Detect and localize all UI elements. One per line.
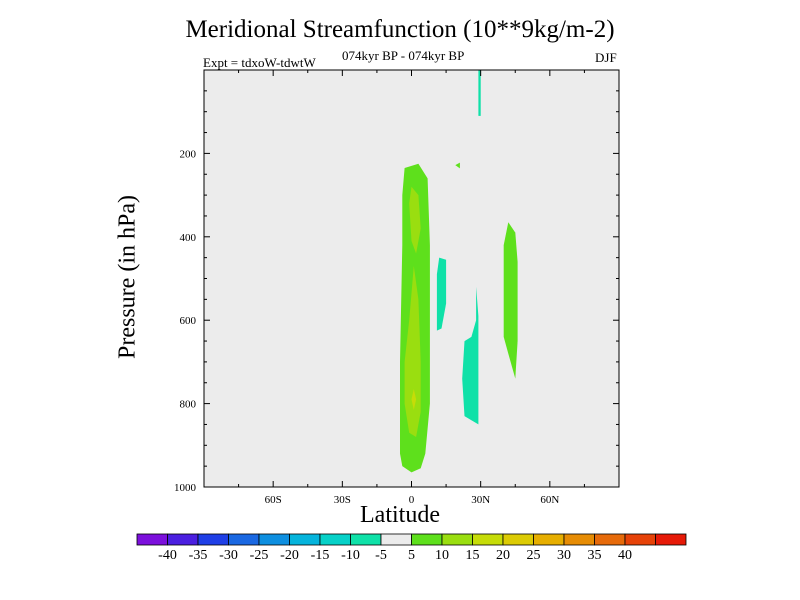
colorbar-swatch xyxy=(624,533,656,546)
period-label: 074kyr BP - 074kyr BP xyxy=(342,48,465,63)
colorbar-label: -35 xyxy=(189,548,208,563)
colorbar-swatch xyxy=(136,533,168,546)
colorbar-swatch xyxy=(594,533,626,546)
colorbar-swatch xyxy=(502,533,534,546)
contour-region-negative-cell-a xyxy=(436,257,447,331)
x-tick-label: 60N xyxy=(540,494,559,506)
colorbar-label: -30 xyxy=(219,548,238,563)
colorbar-label: -15 xyxy=(311,548,330,563)
colorbar-swatch xyxy=(167,533,199,546)
colorbar-swatch xyxy=(289,533,321,546)
x-tick-label: 30N xyxy=(471,494,490,506)
colorbar-swatch xyxy=(350,533,382,546)
colorbar-label: 5 xyxy=(408,548,415,563)
x-tick-label: 60S xyxy=(265,494,282,506)
x-axis-label: Latitude xyxy=(360,502,440,528)
y-tick-label: 200 xyxy=(180,148,197,160)
axis-ticks: 60S 30S 0 30N 60N 200 400 600 800 1000 xyxy=(174,70,620,506)
experiment-label: Expt = tdxoW-tdwtW xyxy=(203,55,316,70)
colorbar-label: 40 xyxy=(618,548,632,563)
contour-region-positive-cell-north xyxy=(503,222,518,379)
colorbar-label: 15 xyxy=(466,548,480,563)
colorbar-label: -10 xyxy=(341,548,360,563)
colorbar-label: -20 xyxy=(280,548,299,563)
colorbar-swatch xyxy=(533,533,565,546)
chart-title: Meridional Streamfunction (10**9kg/m-2) xyxy=(185,16,615,43)
colorbar-swatch xyxy=(380,533,412,546)
colorbar-label: 10 xyxy=(435,548,449,563)
contour-region-inner-positive-lower xyxy=(404,266,421,437)
colorbar-label: 35 xyxy=(588,548,602,563)
y-tick-label: 800 xyxy=(180,399,197,411)
colorbar-swatch xyxy=(411,533,443,546)
colorbar-swatch xyxy=(655,533,687,546)
x-tick-label: 0 xyxy=(409,494,415,506)
season-label: DJF xyxy=(595,50,617,65)
colorbar-swatch xyxy=(319,533,351,546)
colorbar-label: -25 xyxy=(250,548,269,563)
colorbar-swatch xyxy=(563,533,595,546)
colorbar-swatch xyxy=(228,533,260,546)
contour-region-inner-positive-upper xyxy=(409,186,421,254)
y-tick-label: 1000 xyxy=(174,482,197,494)
colorbar-label: 30 xyxy=(557,548,571,563)
colorbar-label: -40 xyxy=(158,548,177,563)
colorbar-swatch xyxy=(472,533,504,546)
colorbar-swatch xyxy=(197,533,229,546)
contour-region-small-positive-spot xyxy=(455,162,460,169)
colorbar-label: -5 xyxy=(375,548,387,563)
x-tick-label: 30S xyxy=(334,494,351,506)
colorbar-swatch xyxy=(258,533,290,546)
colorbar: -40 -35 -30 -25 -20 -15 -10 -5 5 10 15 20 25 30 35 40 xyxy=(136,533,687,563)
contour-region-core-positive-lower xyxy=(411,389,417,410)
colorbar-label: 20 xyxy=(496,548,510,563)
colorbar-label: 25 xyxy=(527,548,541,563)
contour-region-negative-cell-b xyxy=(462,286,479,425)
y-tick-label: 400 xyxy=(180,232,197,244)
contour-regions xyxy=(400,70,518,473)
y-tick-label: 600 xyxy=(180,315,197,327)
colorbar-swatch xyxy=(441,533,473,546)
contour-region-negative-top-sliver xyxy=(478,70,481,116)
